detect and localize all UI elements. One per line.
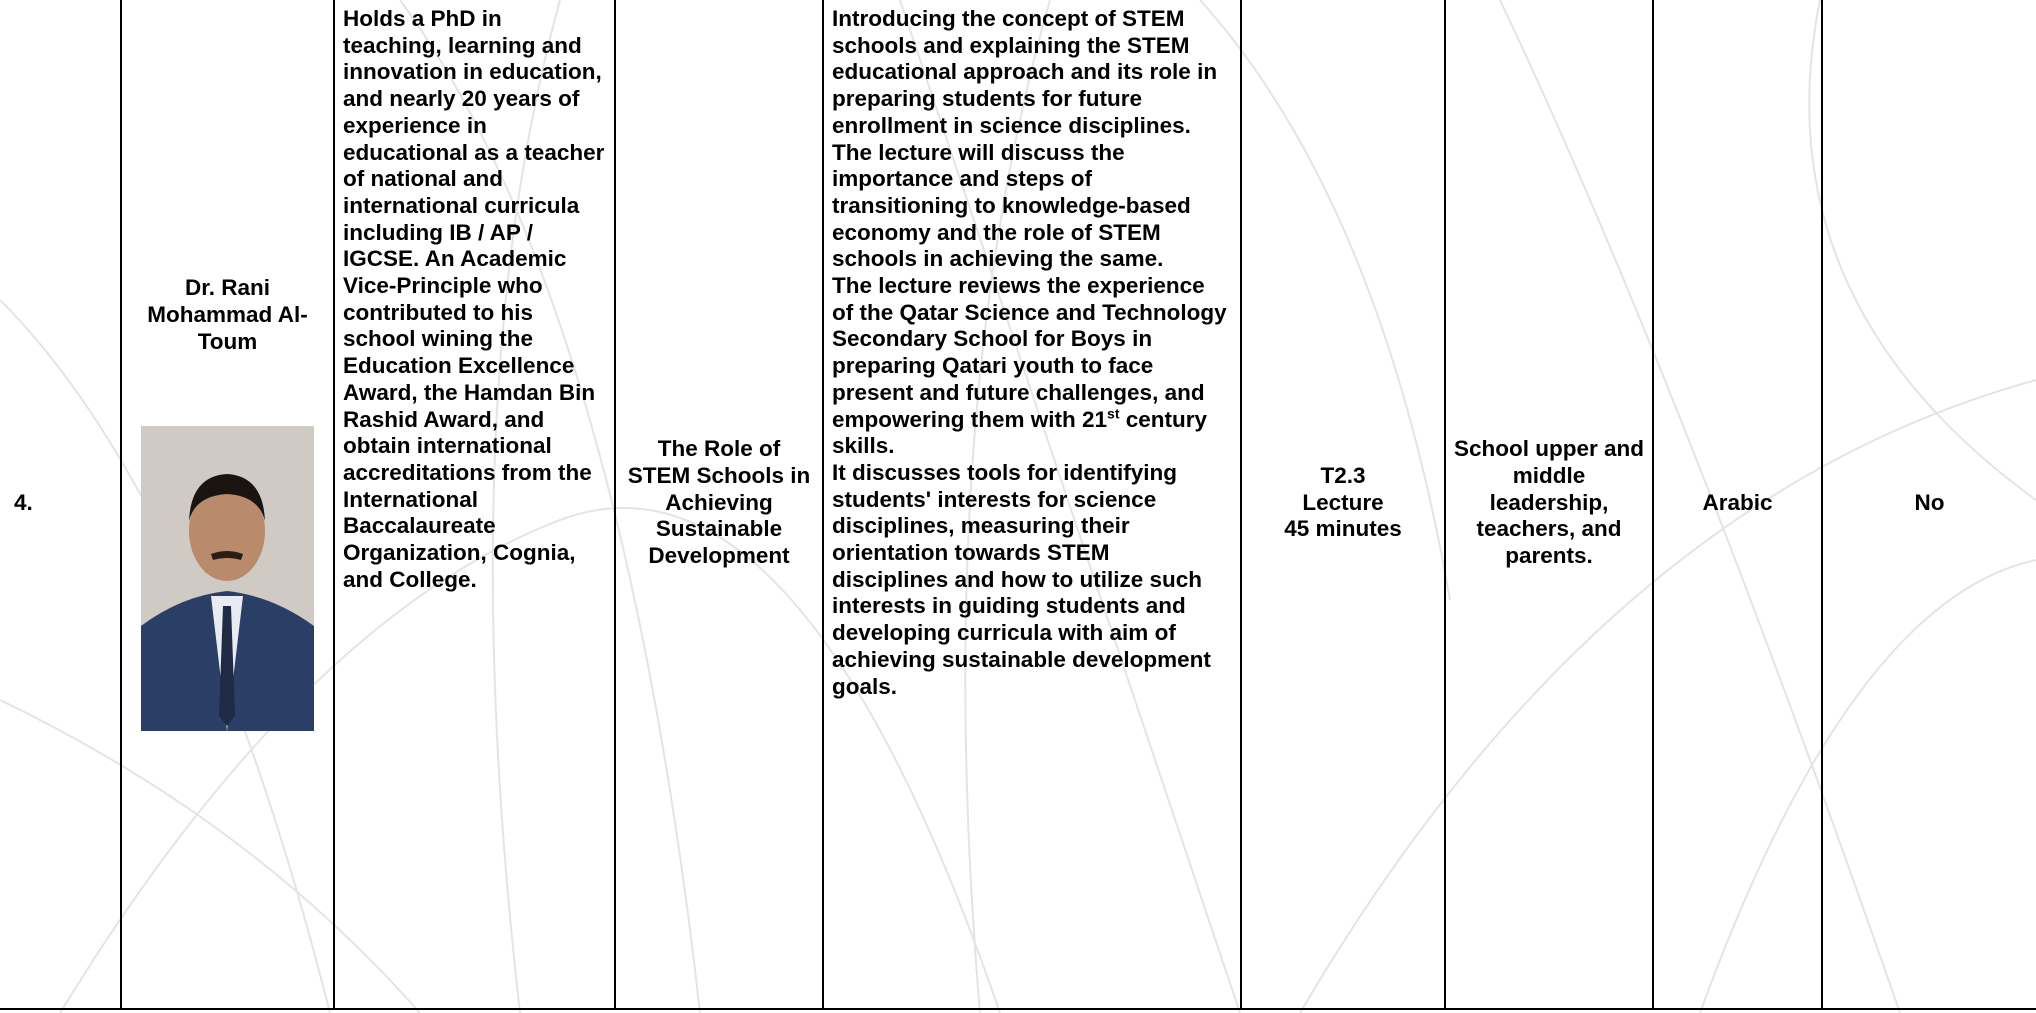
session-line: T2.3 (1320, 462, 1366, 488)
language-cell: Arabic (1652, 0, 1823, 1010)
description-paragraph: Introducing the concept of STEM schools … (832, 6, 1232, 273)
superscript: st (1107, 405, 1120, 422)
session-cell: T2.3 Lecture 45 minutes (1240, 0, 1446, 1010)
description-paragraph: It discusses tools for identifying stude… (832, 460, 1232, 700)
speaker-name: Dr. Rani Mohammad Al-Toum (147, 275, 308, 354)
description-paragraph: The lecture reviews the experience of th… (832, 273, 1232, 460)
session-line: 45 minutes (1284, 516, 1402, 542)
description-text: century skills. (832, 406, 1208, 459)
description-text: Introducing the concept of STEM schools … (832, 6, 1218, 272)
speaker-photo (141, 425, 314, 731)
description-cell: Introducing the concept of STEM schools … (822, 0, 1242, 1010)
speaker-cell: Dr. Rani Mohammad Al-Toum (120, 0, 335, 1010)
row-number: 4. (0, 0, 122, 1010)
description-text: The lecture reviews the experience of th… (832, 273, 1227, 432)
bio-cell: Holds a PhD in teaching, learning and in… (333, 0, 616, 1010)
audience-cell: School upper and middle leadership, teac… (1444, 0, 1654, 1010)
description-text: It discusses tools for identifying stude… (832, 459, 1211, 699)
session-line: Lecture (1302, 489, 1384, 515)
answer-cell: No (1821, 0, 2036, 1010)
lecture-title: The Role of STEM Schools in Achieving Su… (614, 0, 824, 1010)
